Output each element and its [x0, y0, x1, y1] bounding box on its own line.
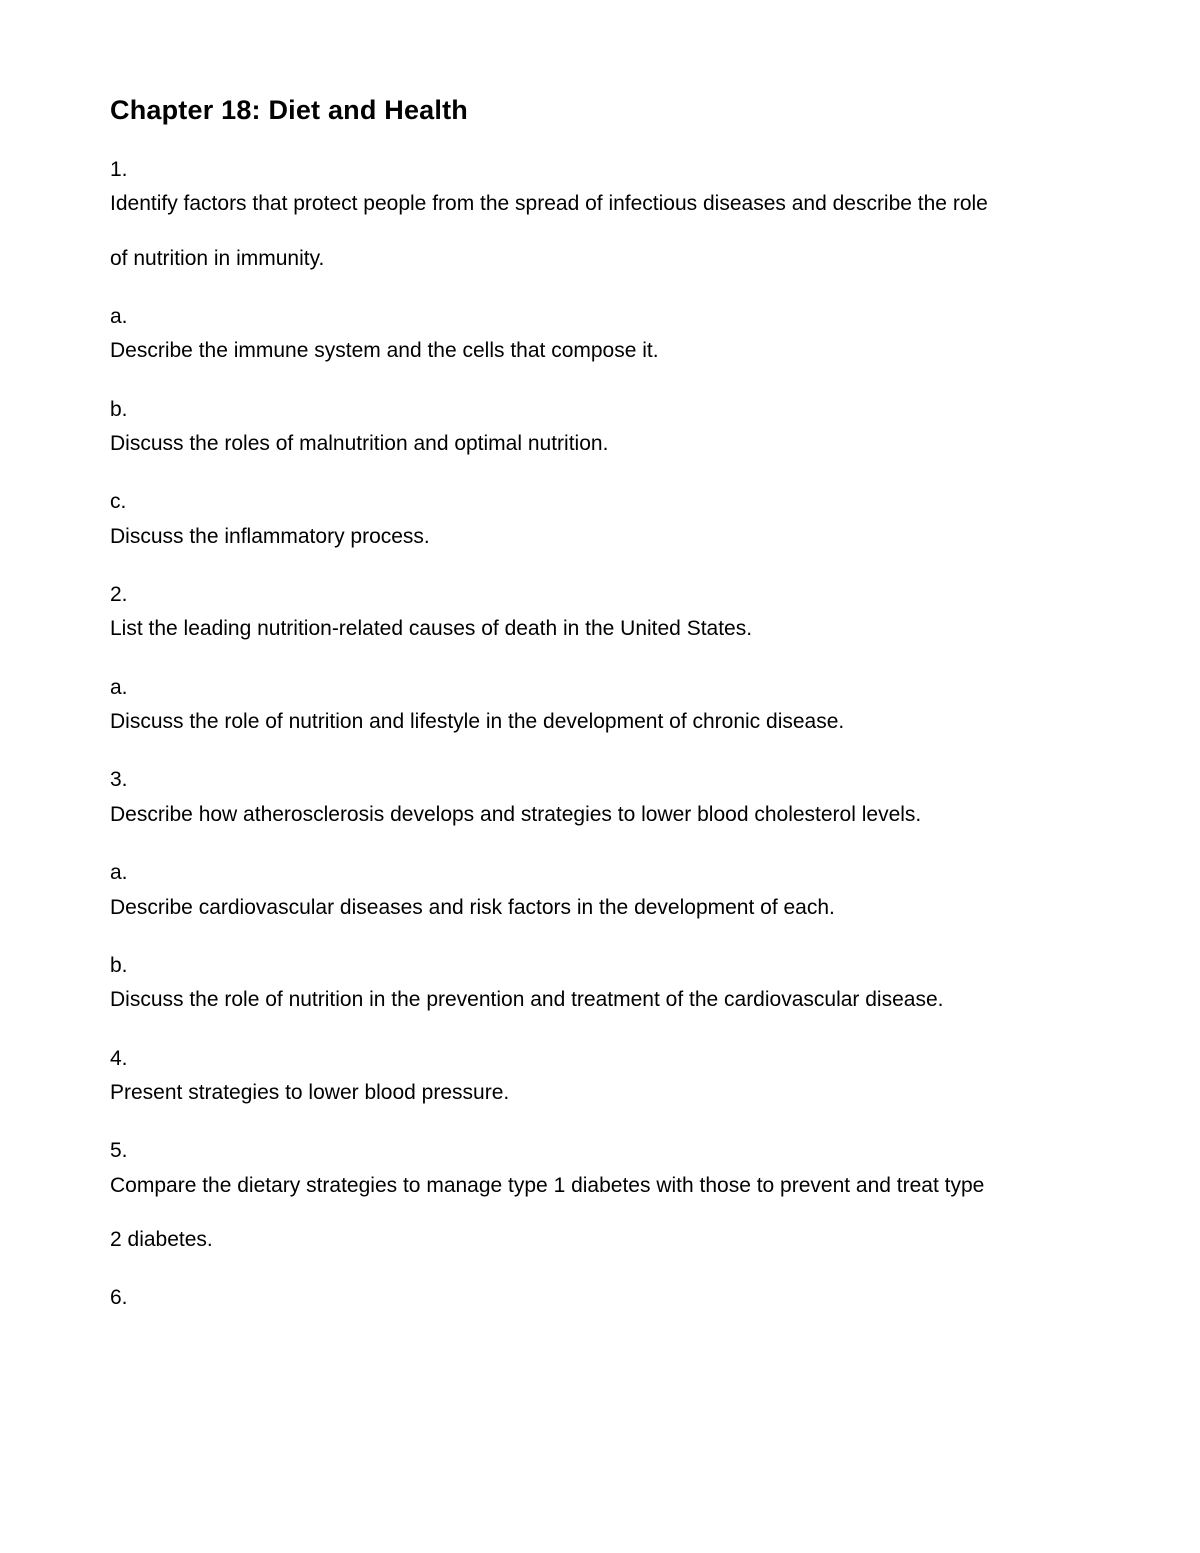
chapter-title: Chapter 18: Diet and Health [110, 95, 1090, 126]
outline-item: a. Describe cardiovascular diseases and … [110, 859, 1090, 922]
outline-item: a. Discuss the role of nutrition and lif… [110, 674, 1090, 737]
outline-item: 3. Describe how atherosclerosis develops… [110, 766, 1090, 829]
item-text: Discuss the role of nutrition and lifest… [110, 708, 1090, 736]
item-label: c. [110, 488, 1090, 516]
item-label: b. [110, 396, 1090, 424]
outline-item: 4. Present strategies to lower blood pre… [110, 1045, 1090, 1108]
item-text: List the leading nutrition-related cause… [110, 615, 1090, 643]
item-text: Identify factors that protect people fro… [110, 190, 1090, 218]
outline-item: b. Discuss the role of nutrition in the … [110, 952, 1090, 1015]
outline-item: 5. Compare the dietary strategies to man… [110, 1137, 1090, 1254]
item-label: b. [110, 952, 1090, 980]
outline-item: 1. Identify factors that protect people … [110, 156, 1090, 273]
item-label: 5. [110, 1137, 1090, 1165]
document-page: Chapter 18: Diet and Health 1. Identify … [0, 0, 1200, 1553]
item-label: a. [110, 859, 1090, 887]
item-text: Discuss the role of nutrition in the pre… [110, 986, 1090, 1014]
item-text: Describe the immune system and the cells… [110, 337, 1090, 365]
item-label: a. [110, 674, 1090, 702]
item-text: Present strategies to lower blood pressu… [110, 1079, 1090, 1107]
item-text-continuation: of nutrition in immunity. [110, 245, 1090, 273]
outline-item: 2. List the leading nutrition-related ca… [110, 581, 1090, 644]
item-text: Describe cardiovascular diseases and ris… [110, 894, 1090, 922]
item-label: 3. [110, 766, 1090, 794]
item-label: 4. [110, 1045, 1090, 1073]
item-text: Discuss the inflammatory process. [110, 523, 1090, 551]
item-text: Discuss the roles of malnutrition and op… [110, 430, 1090, 458]
outline-item: a. Describe the immune system and the ce… [110, 303, 1090, 366]
item-text-continuation: 2 diabetes. [110, 1226, 1090, 1254]
item-text: Compare the dietary strategies to manage… [110, 1172, 1090, 1200]
outline-item: 6. [110, 1284, 1090, 1312]
item-label: 6. [110, 1284, 1090, 1312]
outline-item: c. Discuss the inflammatory process. [110, 488, 1090, 551]
item-label: 2. [110, 581, 1090, 609]
outline-item: b. Discuss the roles of malnutrition and… [110, 396, 1090, 459]
item-label: a. [110, 303, 1090, 331]
item-label: 1. [110, 156, 1090, 184]
item-text: Describe how atherosclerosis develops an… [110, 801, 1090, 829]
